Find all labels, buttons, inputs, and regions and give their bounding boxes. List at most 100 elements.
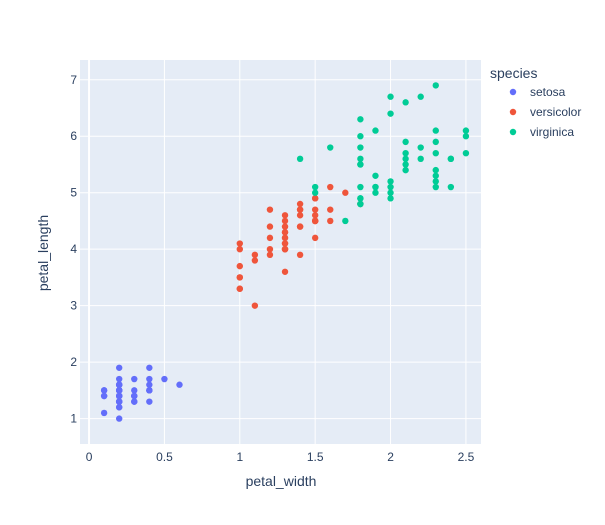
scatter-point[interactable] [432, 82, 439, 89]
scatter-point[interactable] [417, 155, 424, 163]
scatter-point[interactable] [311, 206, 319, 213]
scatter-point[interactable] [146, 381, 153, 388]
scatter-point[interactable] [372, 127, 379, 134]
scatter-point[interactable] [296, 251, 304, 259]
scatter-point[interactable] [311, 183, 319, 191]
scatter-point[interactable] [462, 149, 470, 157]
scatter-point[interactable] [296, 212, 304, 219]
scatter-point[interactable] [417, 144, 424, 151]
scatter-point[interactable] [146, 364, 153, 371]
scatter-point[interactable] [387, 110, 394, 117]
scatter-point[interactable] [236, 262, 243, 270]
scatter-point[interactable] [115, 415, 123, 422]
scatter-point[interactable] [402, 99, 409, 106]
scatter-point[interactable] [387, 183, 394, 191]
scatter-point[interactable] [115, 398, 123, 405]
scatter-point[interactable] [372, 189, 379, 196]
scatter-point[interactable] [296, 200, 304, 208]
scatter-point[interactable] [311, 234, 319, 242]
scatter-point[interactable] [281, 245, 289, 253]
scatter-point[interactable] [176, 381, 183, 388]
scatter-point[interactable] [387, 189, 394, 196]
scatter-point[interactable] [236, 240, 243, 247]
legend[interactable]: species setosa versicolor virginica [490, 65, 581, 139]
scatter-point[interactable] [296, 223, 304, 230]
scatter-point[interactable] [432, 166, 439, 174]
scatter-point[interactable] [100, 409, 108, 417]
scatter-point[interactable] [357, 183, 364, 191]
scatter-point[interactable] [387, 195, 394, 202]
scatter-point[interactable] [146, 387, 153, 394]
scatter-point[interactable] [402, 149, 409, 157]
scatter-point[interactable] [402, 161, 409, 168]
scatter-point[interactable] [462, 127, 470, 134]
scatter-point[interactable] [266, 251, 274, 259]
scatter-point[interactable] [447, 155, 455, 163]
scatter-point[interactable] [342, 189, 349, 196]
scatter-point[interactable] [357, 155, 364, 163]
scatter-point[interactable] [357, 195, 364, 202]
scatter-point[interactable] [115, 381, 123, 388]
scatter-point[interactable] [417, 93, 424, 100]
scatter-point[interactable] [357, 133, 364, 140]
scatter-point[interactable] [311, 212, 319, 219]
scatter-point[interactable] [131, 392, 138, 400]
scatter-point[interactable] [432, 127, 439, 134]
scatter-point[interactable] [327, 144, 334, 151]
scatter-point[interactable] [281, 217, 289, 225]
scatter-point[interactable] [281, 268, 289, 275]
scatter-point[interactable] [115, 375, 123, 383]
scatter-point[interactable] [251, 302, 259, 309]
scatter-point[interactable] [266, 245, 274, 253]
scatter-point[interactable] [432, 183, 439, 191]
scatter-point[interactable] [311, 189, 319, 196]
scatter-point[interactable] [146, 375, 153, 383]
scatter-point[interactable] [402, 155, 409, 163]
scatter-point[interactable] [115, 387, 123, 394]
scatter-point[interactable] [266, 234, 274, 242]
scatter-point[interactable] [402, 166, 409, 174]
scatter-point[interactable] [357, 116, 364, 123]
scatter-point[interactable] [432, 138, 439, 146]
scatter-point[interactable] [115, 364, 123, 371]
scatter-point[interactable] [115, 404, 123, 411]
scatter-point[interactable] [115, 392, 123, 400]
scatter-point[interactable] [462, 133, 470, 140]
scatter-point[interactable] [357, 200, 364, 208]
scatter-point[interactable] [281, 240, 289, 247]
scatter-point[interactable] [432, 178, 439, 185]
scatter-point[interactable] [146, 398, 153, 405]
scatter-point[interactable] [251, 257, 259, 264]
scatter-point[interactable] [311, 217, 319, 225]
legend-item-versicolor[interactable]: versicolor [509, 105, 582, 119]
scatter-point[interactable] [311, 195, 319, 202]
scatter-point[interactable] [100, 392, 108, 400]
scatter-point[interactable] [236, 285, 243, 292]
scatter-point[interactable] [281, 234, 289, 242]
scatter-point[interactable] [296, 155, 304, 163]
scatter-point[interactable] [387, 93, 394, 100]
scatter-point[interactable] [327, 217, 334, 225]
scatter-point[interactable] [387, 178, 394, 185]
scatter-point[interactable] [357, 161, 364, 168]
scatter-point[interactable] [296, 206, 304, 213]
scatter-point[interactable] [266, 223, 274, 230]
scatter-point[interactable] [281, 229, 289, 236]
scatter-point[interactable] [402, 138, 409, 146]
scatter-point[interactable] [327, 206, 334, 213]
scatter-point[interactable] [372, 172, 379, 179]
scatter-point[interactable] [131, 398, 138, 405]
scatter-point[interactable] [236, 274, 243, 281]
scatter-point[interactable] [281, 212, 289, 219]
scatter-point[interactable] [161, 375, 168, 383]
legend-item-setosa[interactable]: setosa [509, 85, 566, 99]
scatter-point[interactable] [100, 387, 108, 394]
scatter-point[interactable] [447, 183, 455, 191]
scatter-point[interactable] [432, 172, 439, 179]
scatter-point[interactable] [266, 206, 274, 213]
scatter-point[interactable] [281, 223, 289, 230]
scatter-point[interactable] [432, 149, 439, 157]
scatter-point[interactable] [236, 245, 243, 253]
scatter-point[interactable] [251, 251, 259, 259]
scatter-point[interactable] [372, 183, 379, 191]
